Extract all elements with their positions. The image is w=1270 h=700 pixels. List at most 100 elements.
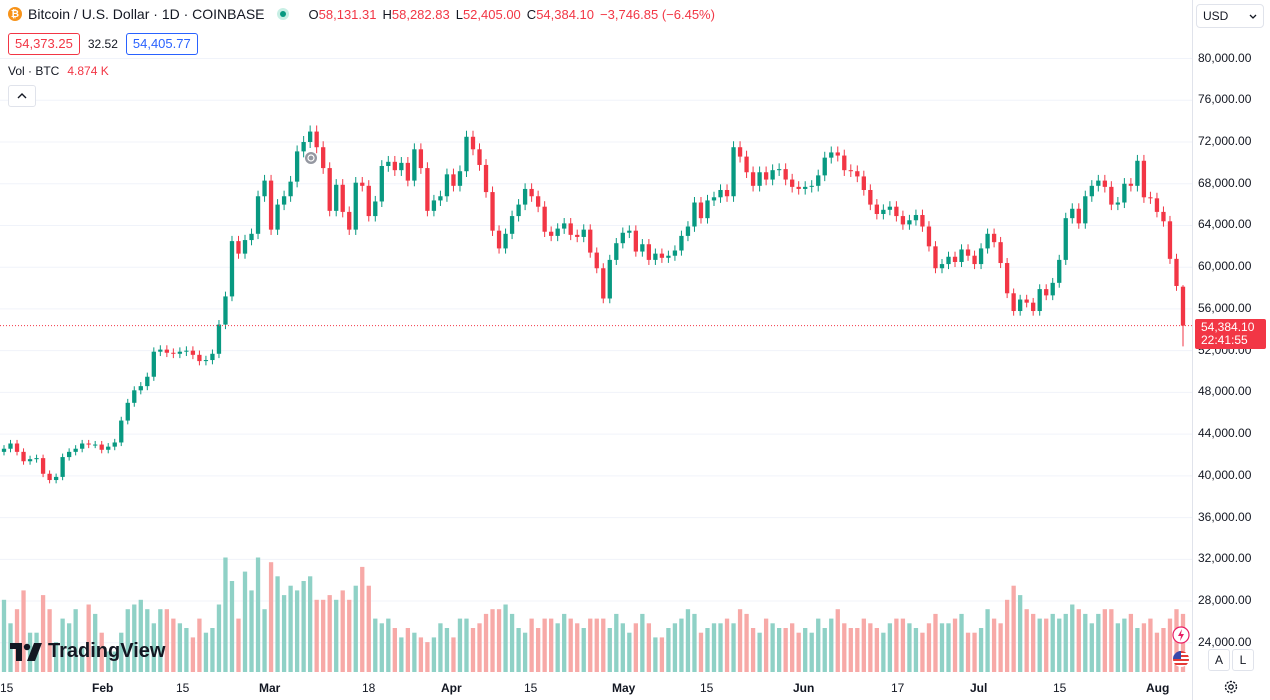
candle-up bbox=[216, 324, 222, 354]
us-flag-icon[interactable] bbox=[1172, 650, 1190, 668]
volume-bar bbox=[588, 618, 593, 672]
candle-up bbox=[457, 171, 463, 186]
currency-select[interactable]: USD bbox=[1196, 4, 1264, 28]
candle-up bbox=[334, 184, 339, 211]
candle-up bbox=[1083, 196, 1088, 224]
candle-up bbox=[509, 216, 515, 234]
settings-gear-icon[interactable] bbox=[1223, 679, 1239, 695]
volume-bar bbox=[562, 613, 567, 672]
candle-down bbox=[568, 223, 573, 235]
candle-up bbox=[399, 162, 404, 171]
lightning-icon[interactable] bbox=[1172, 626, 1190, 644]
volume-bar bbox=[1122, 618, 1127, 672]
volume-bar bbox=[796, 632, 801, 672]
volume-bar bbox=[327, 595, 332, 672]
candle-down bbox=[842, 155, 847, 171]
candle-up bbox=[887, 206, 893, 210]
candle-up bbox=[757, 172, 762, 186]
high-value: 58,282.83 bbox=[391, 6, 450, 22]
candle-up bbox=[106, 446, 111, 450]
volume-bar bbox=[470, 628, 476, 672]
bid-price-button[interactable]: 54,373.25 bbox=[8, 33, 80, 55]
low-value: 52,405.00 bbox=[462, 6, 521, 22]
log-scale-button[interactable]: L bbox=[1232, 649, 1254, 671]
volume-bar bbox=[744, 613, 749, 672]
market-status-icon[interactable] bbox=[276, 8, 289, 20]
price-axis-label: 64,000.00 bbox=[1198, 217, 1252, 232]
volume-bar bbox=[842, 623, 847, 672]
volume-bar bbox=[509, 613, 515, 672]
collapse-legend-button[interactable] bbox=[8, 85, 36, 107]
volume-bar bbox=[601, 618, 606, 672]
symbol-title[interactable]: Bitcoin / U.S. Dollar · 1D · COINBASE bbox=[28, 6, 265, 22]
volume-bar bbox=[14, 609, 20, 672]
time-axis-label: 15 bbox=[0, 681, 14, 695]
candle-up bbox=[1096, 180, 1101, 186]
candle-up bbox=[242, 240, 248, 254]
candle-up bbox=[307, 131, 313, 142]
candle-up bbox=[288, 181, 293, 197]
chart-grid bbox=[0, 58, 1192, 644]
candle-down bbox=[1011, 293, 1016, 312]
volume-bar bbox=[294, 590, 300, 672]
volume-bar bbox=[483, 613, 489, 672]
candle-down bbox=[470, 136, 476, 150]
volume-bar bbox=[620, 623, 625, 672]
volume-bar bbox=[321, 599, 326, 672]
volume-bar bbox=[952, 618, 958, 672]
candle-up bbox=[809, 185, 814, 187]
time-axis-label: Aug bbox=[1146, 681, 1170, 695]
volume-bar bbox=[366, 585, 371, 672]
candle-down bbox=[1004, 263, 1010, 294]
candle-down bbox=[601, 268, 606, 299]
volume-bar bbox=[861, 618, 866, 672]
candle-down bbox=[998, 242, 1003, 264]
volume-bar bbox=[255, 557, 261, 672]
volume-bar bbox=[125, 609, 130, 672]
candle-down bbox=[659, 253, 665, 258]
candle-up bbox=[203, 360, 209, 362]
open-key: O bbox=[308, 6, 319, 22]
candle-up bbox=[516, 204, 521, 217]
tradingview-logo[interactable]: TradingView bbox=[10, 640, 165, 663]
candle-down bbox=[796, 186, 801, 189]
time-axis-label: Jul bbox=[970, 681, 988, 695]
candle-down bbox=[848, 170, 853, 172]
price-axis-label: 48,000.00 bbox=[1198, 384, 1252, 399]
volume-bar bbox=[874, 628, 880, 672]
candle-down bbox=[1167, 221, 1173, 259]
volume-bar bbox=[913, 628, 919, 672]
candle-up bbox=[60, 457, 65, 477]
volume-bar bbox=[581, 628, 586, 672]
candle-up bbox=[562, 223, 567, 229]
volume-bar bbox=[268, 562, 274, 672]
candle-down bbox=[535, 196, 541, 207]
volume-bar bbox=[900, 618, 906, 672]
volume-bar bbox=[73, 609, 78, 672]
volume-bar bbox=[698, 632, 704, 672]
price-axis-label: 72,000.00 bbox=[1198, 134, 1252, 148]
volume-label[interactable]: Vol · BTC bbox=[8, 64, 60, 78]
candle-up bbox=[1115, 202, 1121, 205]
candle-down bbox=[1161, 211, 1166, 222]
volume-bar bbox=[281, 595, 287, 672]
candle-down bbox=[268, 180, 274, 230]
volume-bar bbox=[965, 632, 971, 672]
volume-bar bbox=[939, 623, 945, 672]
candle-up bbox=[125, 402, 130, 421]
candle-down bbox=[451, 174, 456, 186]
volume-bar bbox=[803, 628, 808, 672]
volume-bar bbox=[692, 613, 697, 672]
volume-bar bbox=[151, 623, 156, 672]
candle-up bbox=[1018, 299, 1023, 312]
ask-price-button[interactable]: 54,405.77 bbox=[125, 33, 198, 55]
candle-down bbox=[920, 215, 925, 227]
time-axis-label: 17 bbox=[891, 681, 905, 695]
candle-up bbox=[822, 157, 827, 176]
auto-scale-button[interactable]: A bbox=[1208, 649, 1230, 671]
volume-bar bbox=[210, 628, 215, 672]
candle-down bbox=[965, 249, 971, 256]
candle-down bbox=[477, 149, 482, 165]
candle-down bbox=[1154, 198, 1160, 212]
